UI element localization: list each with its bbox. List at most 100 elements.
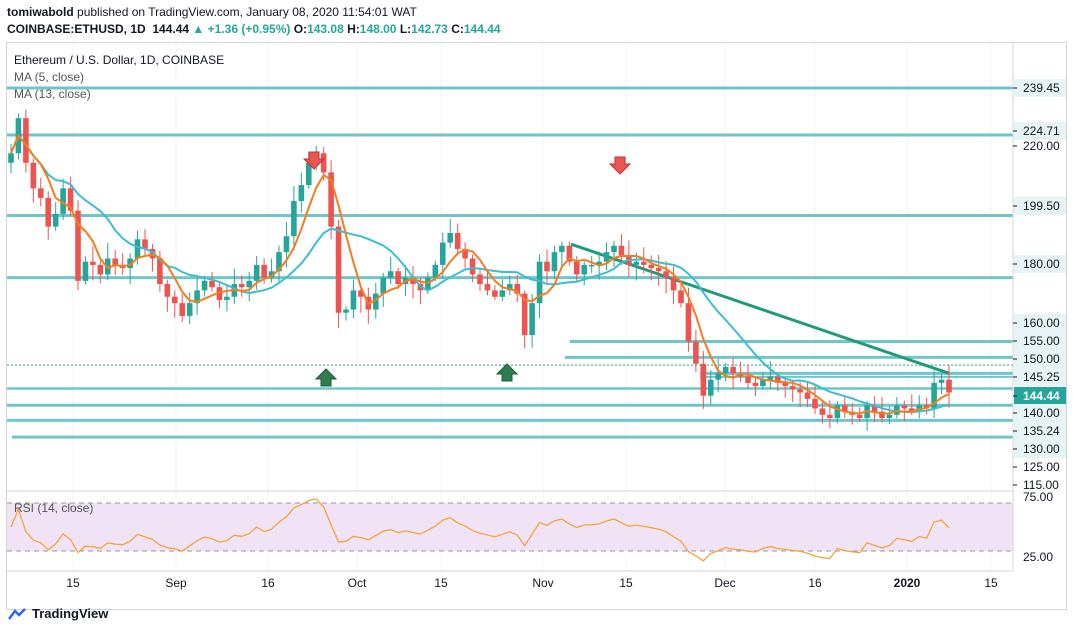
candle-body (841, 405, 848, 412)
candle-body (82, 261, 89, 281)
candle-body (573, 261, 580, 275)
candle-body (45, 197, 52, 227)
candle-body (171, 296, 178, 304)
time-tick-label: 15 (66, 576, 80, 590)
price-tick-label: 239.45 (1023, 81, 1060, 95)
publish-info: tomiwabold published on TradingView.com,… (7, 5, 417, 19)
candle-body (648, 264, 655, 269)
candle-body (37, 188, 44, 198)
time-tick-label: 15 (434, 576, 448, 590)
candle-body (633, 261, 640, 265)
candle-body (30, 162, 37, 189)
price-tick-label: 199.50 (1023, 199, 1060, 213)
level-badge (1014, 404, 1066, 422)
time-tick-label: 2020 (894, 576, 921, 590)
candle-body (425, 277, 431, 291)
candle-body (663, 271, 669, 278)
buy-arrow-icon (495, 363, 519, 382)
candle-body (804, 392, 811, 399)
ohlc-bar: COINBASE:ETHUSD, 1D 144.44 ▲ +1.36 (+0.9… (7, 22, 501, 36)
candle-body (722, 366, 729, 374)
ma13-legend[interactable]: MA (13, close) (14, 87, 91, 101)
candle-body (60, 188, 66, 214)
candle-body (588, 264, 595, 267)
candle-body (8, 153, 14, 163)
candle-body (350, 290, 357, 310)
price-tick-label: 144.44 (1023, 389, 1060, 403)
candle-body (707, 379, 714, 396)
time-tick-label: 16 (808, 576, 822, 590)
price-tick-label: 135.24 (1023, 424, 1060, 438)
brand-name: TradingView (32, 606, 109, 621)
candle-body (529, 303, 535, 336)
price-tick-label: 160.00 (1023, 316, 1060, 330)
time-tick-label: 16 (261, 576, 275, 590)
price-tick-label: 150.00 (1023, 352, 1060, 366)
candle-body (834, 405, 841, 419)
candle-body (499, 290, 506, 297)
close-value: 144.44 (463, 22, 501, 36)
time-tick-label: Oct (348, 576, 367, 590)
candle-body (186, 303, 193, 316)
candle-body (454, 232, 461, 249)
candle-body (678, 290, 684, 304)
candle-body (305, 162, 312, 186)
price-tick-label: 130.00 (1023, 442, 1060, 456)
candle-body (179, 303, 186, 316)
candle-body (358, 290, 364, 297)
ma5-line (10, 133, 950, 415)
candle-body (603, 252, 610, 262)
ma5-legend[interactable]: MA (5, close) (14, 70, 85, 84)
candle-body (931, 382, 937, 409)
candle-body (209, 280, 215, 288)
candle-body (521, 293, 528, 336)
open-value: 143.08 (307, 22, 344, 36)
candle-body (216, 287, 223, 300)
candle-body (283, 236, 290, 253)
candle-body (469, 258, 476, 275)
candle-body (886, 414, 893, 419)
candle-body (760, 379, 766, 387)
candle-body (514, 284, 521, 294)
candle-body (224, 296, 230, 300)
open-label: O: (293, 22, 308, 36)
level-badge (1014, 122, 1066, 140)
candle-body (611, 245, 617, 253)
candle-body (462, 248, 468, 259)
candle-body (52, 213, 59, 227)
candle-body (618, 245, 625, 256)
candle-body (767, 376, 774, 380)
candle-body (75, 210, 81, 281)
candle-body (730, 366, 736, 374)
candle-body (685, 303, 692, 342)
candle-body (395, 271, 401, 285)
candle-body (410, 277, 416, 285)
candle-body (477, 274, 483, 285)
candle-body (908, 408, 915, 412)
candle-body (596, 261, 602, 265)
tradingview-logo-icon (8, 607, 26, 620)
time-tick-label: Sep (165, 576, 187, 590)
sell-arrow-icon (302, 151, 326, 170)
candle-body (670, 277, 677, 291)
chart-title: Ethereum / U.S. Dollar, 1D, COINBASE (14, 53, 225, 67)
candle-body (901, 405, 908, 409)
level-badge (1014, 422, 1066, 440)
candle-body (335, 226, 342, 313)
level-badge (1014, 314, 1066, 332)
rsi-legend[interactable]: RSI (14, close) (14, 501, 94, 515)
author-name[interactable]: tomiwabold (7, 5, 74, 19)
level-badge (1014, 440, 1066, 458)
price-tick-label: 220.00 (1023, 139, 1060, 153)
rsi-line (10, 498, 950, 562)
candle-body (127, 258, 133, 269)
candle-body (432, 264, 439, 278)
level-badge (1014, 350, 1066, 368)
time-tick-label: Nov (532, 576, 553, 590)
candle-body (693, 341, 699, 364)
brand-footer[interactable]: TradingView (8, 606, 108, 621)
price-change: +1.36 (+0.95%) (207, 22, 291, 36)
level-badge (1014, 332, 1066, 350)
candle-body (827, 414, 833, 419)
